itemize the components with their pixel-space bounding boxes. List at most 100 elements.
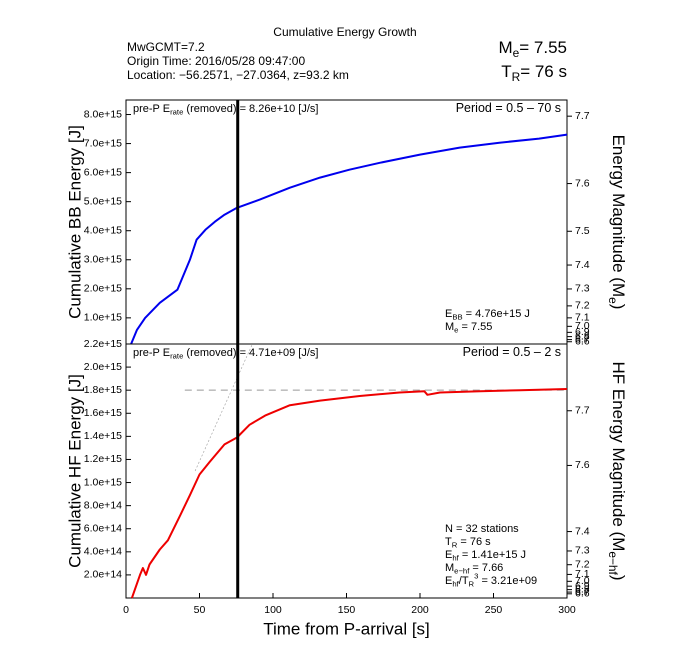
- y2-tick-label: 6.7: [575, 586, 590, 598]
- y-axis-label: Cumulative BB Energy [J]: [65, 125, 84, 319]
- text-segment: Period = 0.5 – 70 s: [456, 101, 561, 115]
- x-axis-label: Time from P-arrival [s]: [263, 619, 430, 638]
- y-tick-label: 1.6e+15: [84, 407, 122, 419]
- text-segment: rate: [170, 351, 183, 360]
- x-tick-label: 0: [123, 604, 129, 616]
- text-segment: pre-P E: [133, 103, 170, 115]
- stat-line: Ehf = 1.41e+15 J: [445, 549, 526, 562]
- text-segment: hf: [452, 553, 459, 562]
- text-segment: e−hf: [454, 566, 470, 575]
- text-segment: T: [501, 62, 511, 81]
- y2-axis-label: Energy Magnitude (Me): [606, 135, 628, 310]
- text-segment: pre-P E: [133, 347, 170, 359]
- rupture-time-label: TR= 76 s: [501, 62, 567, 84]
- text-segment: Energy Magnitude (M: [609, 135, 628, 298]
- y-tick-label: 1.0e+15: [84, 312, 122, 324]
- text-segment: ): [609, 575, 628, 581]
- y2-axis-label: HF Energy Magnitude (Me−hf): [606, 361, 628, 580]
- y2-tick-label: 7.4: [575, 525, 590, 537]
- pre-p-note: pre-P Erate (removed) = 4.71e+09 [J/s]: [133, 347, 318, 360]
- text-segment: BB: [452, 312, 462, 321]
- y-tick-label: 8.0e+14: [84, 499, 122, 511]
- y-tick-label: 4.0e+14: [84, 546, 122, 558]
- text-segment: = 7.55: [519, 38, 567, 57]
- text-segment: E: [445, 308, 452, 320]
- y2-tick-label: 7.1: [575, 568, 590, 580]
- text-segment: (removed) = 4.71e+09 [J/s]: [183, 347, 318, 359]
- magnitude-label: Me= 7.55: [498, 38, 567, 60]
- header-line: Origin Time: 2016/05/28 09:47:00: [127, 54, 305, 68]
- x-tick-label: 50: [194, 604, 206, 616]
- y2-tick-label: 7.5: [575, 225, 590, 237]
- stat-line: TR = 76 s: [445, 536, 491, 549]
- text-segment: R: [452, 540, 458, 549]
- pre-p-note: pre-P Erate (removed) = 8.26e+10 [J/s]: [133, 103, 318, 116]
- text-segment: = 3.21e+09: [478, 575, 537, 587]
- y-axis-label: Cumulative HF Energy [J]: [65, 374, 84, 568]
- y2-tick-label: 7.0: [575, 575, 590, 587]
- text-segment: = 76 s: [520, 62, 567, 81]
- y2-tick-label: 6.8: [575, 330, 590, 342]
- text-segment: 3: [474, 572, 478, 581]
- y2-tick-label: 7.2: [575, 558, 590, 570]
- header-line: MwGCMT=7.2: [127, 40, 205, 54]
- text-segment: e: [513, 46, 520, 60]
- text-segment: e−hf: [606, 551, 620, 575]
- text-segment: hf: [452, 579, 459, 588]
- y2-tick-label: 7.3: [575, 283, 590, 295]
- text-segment: M: [445, 562, 454, 574]
- text-segment: rate: [170, 107, 183, 116]
- y-tick-label: 6.0e+14: [84, 523, 122, 535]
- text-segment: HF Energy Magnitude (M: [609, 361, 628, 551]
- x-tick-label: 250: [485, 604, 503, 616]
- text-segment: M: [498, 38, 512, 57]
- period-note: Period = 0.5 – 70 s: [456, 101, 561, 115]
- y2-tick-label: 7.6: [575, 459, 590, 471]
- y-tick-label: 2.0e+14: [84, 569, 122, 581]
- text-segment: (removed) = 8.26e+10 [J/s]: [183, 103, 318, 115]
- text-segment: N = 32 stations: [445, 523, 519, 535]
- y2-tick-label: 7.4: [575, 259, 590, 271]
- text-segment: = 4.76e+15 J: [463, 308, 530, 320]
- stat-line: N = 32 stations: [445, 523, 519, 535]
- y2-tick-label: 7.7: [575, 110, 590, 122]
- y2-tick-label: 6.7: [575, 333, 590, 345]
- text-segment: ): [609, 304, 628, 310]
- y2-tick-label: 6.9: [575, 326, 590, 338]
- header-line: Location: −56.2571, −27.0364, z=93.2 km: [127, 68, 349, 82]
- text-segment: E: [445, 575, 452, 587]
- y2-tick-label: 7.6: [575, 177, 590, 189]
- y-tick-label: 1.4e+15: [84, 430, 122, 442]
- stat-line: Me = 7.55: [445, 321, 492, 334]
- y-tick-label: 1.0e+15: [84, 476, 122, 488]
- stat-line: Ehf/TR3 = 3.21e+09: [445, 572, 537, 589]
- text-segment: Period = 0.5 – 2 s: [463, 345, 561, 359]
- x-tick-label: 300: [558, 604, 576, 616]
- y2-tick-label: 6.6: [575, 588, 590, 600]
- guide-line: [194, 343, 253, 472]
- text-segment: /T: [459, 575, 469, 587]
- y2-tick-label: 7.7: [575, 405, 590, 417]
- stat-line: Me−hf = 7.66: [445, 562, 503, 575]
- text-segment: T: [445, 536, 452, 548]
- y2-tick-label: 7.3: [575, 545, 590, 557]
- text-segment: e: [454, 325, 458, 334]
- y-tick-label: 7.0e+15: [84, 137, 122, 149]
- y2-tick-label: 6.9: [575, 580, 590, 592]
- text-segment: = 7.66: [469, 562, 503, 574]
- y-tick-label: 1.8e+15: [84, 384, 122, 396]
- period-note: Period = 0.5 – 2 s: [463, 345, 561, 359]
- text-segment: = 76 s: [457, 536, 491, 548]
- y2-tick-label: 6.8: [575, 583, 590, 595]
- y2-tick-label: 7.1: [575, 312, 590, 324]
- y-tick-label: 4.0e+15: [84, 224, 122, 236]
- text-segment: = 7.55: [458, 321, 492, 333]
- chart-title: Cumulative Energy Growth: [273, 25, 416, 39]
- text-segment: R: [469, 579, 475, 588]
- y-tick-label: 3.0e+15: [84, 254, 122, 266]
- y-tick-label: 5.0e+15: [84, 195, 122, 207]
- y2-tick-label: 6.6: [575, 336, 590, 348]
- y-tick-label: 1.2e+15: [84, 453, 122, 465]
